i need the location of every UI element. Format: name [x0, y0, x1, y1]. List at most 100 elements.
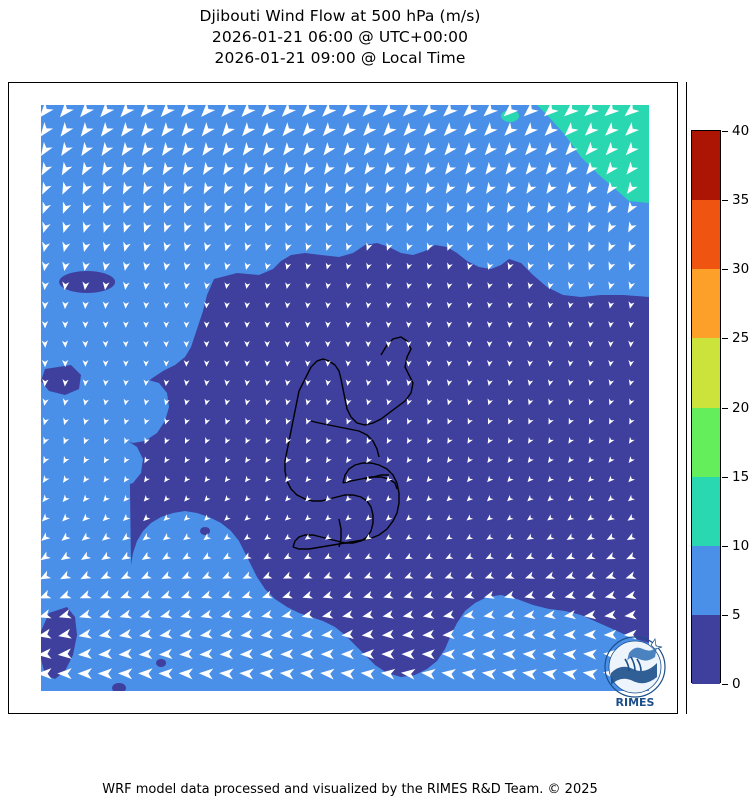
wind-arrow — [321, 610, 334, 619]
wind-arrow — [184, 475, 191, 483]
wind-arrow — [404, 142, 417, 156]
wind-arrow — [264, 495, 272, 502]
wind-arrow — [139, 609, 153, 619]
wind-arrow — [301, 105, 317, 117]
wind-arrow — [467, 436, 474, 444]
wind-arrow — [608, 321, 614, 328]
colorbar-band-30-35 — [692, 200, 720, 270]
wind-arrow — [346, 437, 352, 444]
wind-arrow — [144, 437, 150, 444]
wind-arrow — [441, 668, 456, 680]
wind-arrow — [144, 475, 150, 483]
wind-arrow — [324, 162, 335, 175]
wind-arrow — [523, 105, 539, 117]
wind-arrow — [588, 301, 594, 309]
wind-arrow — [525, 141, 538, 156]
wind-arrow — [401, 649, 415, 660]
colorbar-tick-40 — [722, 131, 728, 132]
wind-arrow — [203, 360, 210, 367]
wind-arrow — [441, 649, 455, 660]
wind-arrow — [325, 340, 331, 348]
wind-arrow — [102, 181, 113, 195]
wind-arrow — [400, 668, 416, 680]
wind-arrow — [461, 669, 477, 680]
wind-arrow — [41, 589, 52, 599]
wind-arrow — [485, 161, 497, 175]
wind-arrow — [280, 629, 294, 639]
wind-arrow — [142, 532, 151, 541]
wind-arrow — [406, 379, 412, 386]
wind-arrow — [320, 668, 335, 680]
wind-arrow — [507, 241, 515, 252]
wind-arrow — [463, 610, 475, 619]
wind-arrow — [98, 648, 113, 659]
wind-arrow — [402, 629, 415, 640]
wind-arrow — [179, 629, 193, 639]
wind-arrow — [527, 321, 533, 328]
wind-arrow — [366, 398, 372, 406]
wind-arrow — [588, 379, 594, 386]
wind-arrow — [426, 301, 433, 309]
wind-arrow — [547, 340, 554, 348]
wind-arrow — [406, 398, 413, 406]
wind-arrow — [567, 340, 574, 348]
wind-arrow — [386, 436, 393, 444]
wind-arrow — [100, 122, 114, 137]
wind-arrow — [467, 222, 475, 232]
wind-arrow — [486, 321, 493, 328]
wind-arrow — [184, 417, 190, 425]
wind-arrow — [162, 161, 174, 176]
wind-arrow — [57, 648, 72, 659]
colorbar-tick-label-5: 5 — [732, 606, 741, 623]
wind-arrow — [342, 610, 354, 619]
wind-arrow — [402, 610, 415, 619]
wind-arrow — [586, 181, 598, 194]
wind-arrow — [285, 379, 291, 386]
wind-arrow — [364, 552, 373, 560]
wind-arrow — [143, 513, 151, 522]
wind-arrow — [42, 379, 49, 387]
wind-arrow — [305, 301, 311, 309]
wind-arrow — [426, 321, 432, 328]
wind-arrow — [403, 590, 414, 599]
wind-arrow — [325, 379, 332, 386]
wind-arrow — [244, 201, 253, 214]
wind-arrow — [42, 398, 49, 406]
wind-arrow — [163, 340, 169, 348]
wind-arrow — [199, 648, 213, 660]
wind-arrow — [220, 609, 233, 619]
wind-arrow — [60, 122, 74, 137]
wind-arrow — [467, 398, 473, 406]
wind-arrow — [164, 437, 170, 444]
wind-arrow — [527, 475, 534, 483]
wind-arrow — [282, 122, 296, 137]
wind-arrow — [629, 398, 635, 406]
wind-arrow — [143, 181, 153, 195]
wind-arrow — [628, 475, 635, 483]
colorbar: 0 5 10 15 20 25 30 35 40 — [691, 123, 749, 692]
wind-arrow — [585, 141, 599, 156]
wind-arrow — [406, 222, 414, 232]
wind-arrow — [467, 262, 474, 270]
wind-arrow — [545, 571, 556, 579]
wind-arrow — [487, 221, 495, 233]
wind-arrow — [183, 379, 190, 387]
wind-arrow — [446, 301, 453, 309]
wind-arrow — [264, 282, 271, 289]
wind-arrow — [446, 495, 453, 502]
wind-arrow — [158, 668, 173, 680]
wind-arrow — [82, 301, 89, 310]
wind-arrow — [588, 417, 595, 425]
wind-arrow — [606, 532, 616, 541]
wind-arrow — [182, 552, 192, 560]
wind-arrow — [82, 261, 90, 272]
wind-arrow — [82, 340, 89, 348]
wind-arrow — [486, 533, 494, 540]
wind-arrow — [426, 398, 433, 406]
wind-arrow — [345, 379, 352, 386]
wind-arrow — [62, 241, 71, 253]
wind-arrow — [181, 571, 193, 579]
wind-arrow — [568, 261, 575, 271]
wind-arrow — [123, 201, 132, 214]
wind-arrow — [446, 379, 453, 386]
